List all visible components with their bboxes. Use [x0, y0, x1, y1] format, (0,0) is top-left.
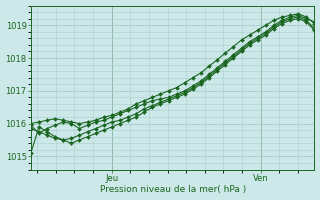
X-axis label: Pression niveau de la mer( hPa ): Pression niveau de la mer( hPa )	[100, 185, 246, 194]
